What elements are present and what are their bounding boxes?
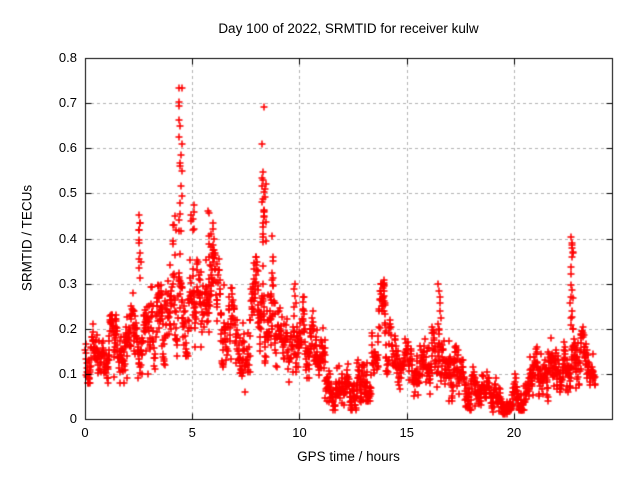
y-tick-label: 0.5 <box>58 185 77 201</box>
x-tick-label: 15 <box>399 425 414 440</box>
y-tick-label: 0.4 <box>58 230 77 246</box>
x-axis-label: GPS time / hours <box>297 449 400 464</box>
y-tick-label: 0.7 <box>58 95 77 111</box>
x-tick-label: 0 <box>81 425 89 440</box>
x-tick-label: 10 <box>292 425 307 440</box>
x-tick-label: 20 <box>506 425 522 440</box>
chart-title: Day 100 of 2022, SRMTID for receiver kul… <box>218 21 479 36</box>
y-tick-label: 0.2 <box>58 320 77 336</box>
y-tick-label: 0 <box>69 411 77 426</box>
y-tick-label: 0.8 <box>58 50 77 65</box>
y-tick-label: 0.6 <box>58 140 77 156</box>
y-tick-label: 0.1 <box>58 365 77 381</box>
x-tick-label: 5 <box>188 425 196 440</box>
y-tick-label: 0.3 <box>58 275 77 291</box>
